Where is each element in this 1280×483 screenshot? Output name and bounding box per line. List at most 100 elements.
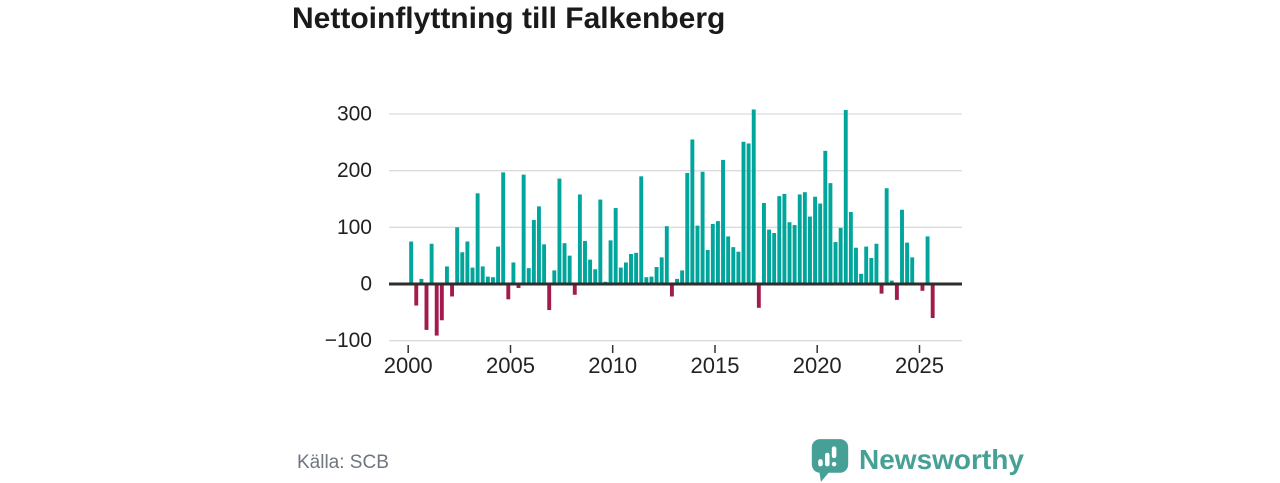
bar — [848, 212, 853, 284]
bar — [506, 284, 511, 300]
y-axis-label: −100 — [325, 329, 372, 352]
bar — [874, 243, 879, 284]
bar — [930, 284, 935, 318]
bar — [680, 270, 685, 284]
bar — [710, 223, 715, 284]
bar — [675, 278, 679, 284]
bar — [424, 284, 429, 330]
bar — [869, 257, 874, 284]
bar — [455, 227, 460, 284]
bar — [562, 243, 567, 284]
bar — [731, 247, 736, 284]
x-axis-label: 2025 — [895, 353, 944, 378]
bar — [491, 277, 495, 284]
source-note: Källa: SCB — [297, 452, 389, 473]
bar — [434, 284, 439, 336]
bar — [649, 276, 654, 284]
bar — [797, 194, 802, 284]
logo-exclamation-dot — [831, 461, 837, 467]
bar — [900, 209, 904, 284]
logo-bubble — [811, 439, 849, 473]
bar — [751, 109, 756, 285]
newsworthy-chart-icon — [811, 439, 849, 482]
bar — [818, 203, 823, 284]
bar — [787, 222, 792, 284]
bar — [705, 250, 710, 284]
y-axis-label: 300 — [337, 103, 372, 126]
bar — [547, 284, 552, 311]
bar — [593, 269, 598, 284]
bar — [925, 236, 930, 284]
bar — [639, 176, 644, 284]
bar — [864, 246, 869, 284]
bar — [690, 139, 695, 284]
newsworthy-logo: Newsworthy — [810, 437, 1024, 483]
bar — [501, 172, 506, 284]
bar — [634, 252, 639, 284]
bar — [470, 267, 475, 284]
bar — [516, 284, 521, 288]
brand-name: Newsworthy — [859, 444, 1024, 475]
bar — [460, 252, 465, 284]
x-axis-label: 2010 — [588, 353, 637, 378]
logo-bar-small — [818, 459, 823, 467]
bar — [485, 276, 490, 284]
bar — [439, 284, 444, 321]
x-axis-label: 2000 — [384, 353, 433, 378]
y-axis-label: 200 — [337, 159, 372, 182]
bar — [854, 247, 858, 284]
bar — [613, 208, 618, 284]
bar — [808, 216, 812, 284]
bar — [644, 277, 649, 284]
bar — [537, 206, 541, 284]
logo-bar-tall — [825, 452, 830, 467]
bar — [894, 284, 899, 300]
bar — [572, 284, 577, 295]
bar — [859, 273, 864, 284]
bar — [879, 284, 884, 294]
bar — [777, 196, 782, 284]
bar — [511, 262, 516, 284]
bar — [838, 227, 843, 284]
bar — [542, 244, 547, 284]
y-axis-label: 100 — [337, 216, 372, 239]
bar — [552, 270, 557, 284]
chart-title: Nettoinflyttning till Falkenberg — [292, 2, 726, 35]
bar — [910, 257, 915, 284]
bar — [588, 259, 593, 284]
x-axis-label: 2015 — [691, 353, 740, 378]
bar — [623, 262, 628, 284]
bar — [772, 233, 777, 284]
bar — [828, 183, 833, 284]
bar — [659, 257, 664, 284]
bar — [409, 241, 414, 284]
bar — [608, 240, 613, 284]
bar — [577, 194, 582, 284]
bar — [715, 221, 720, 284]
bar — [889, 280, 894, 284]
bar — [792, 225, 797, 284]
bar — [567, 255, 572, 284]
bar — [669, 284, 674, 297]
bar — [480, 266, 485, 284]
bar — [618, 267, 623, 284]
bar — [905, 242, 910, 284]
logo-bubble-tail — [819, 470, 831, 482]
bar — [823, 150, 828, 284]
bar — [531, 219, 536, 284]
bar — [429, 243, 434, 284]
bar — [444, 266, 449, 284]
bar — [475, 193, 480, 284]
bar — [450, 284, 454, 297]
bar — [767, 229, 772, 284]
bar — [813, 196, 818, 284]
bar — [526, 268, 531, 284]
y-axis-label: 0 — [360, 273, 372, 296]
bar — [419, 278, 424, 284]
bar — [695, 225, 700, 284]
bar — [598, 199, 603, 284]
bar — [782, 193, 787, 284]
bar — [762, 202, 766, 284]
logo-exclamation-bar — [831, 446, 837, 459]
